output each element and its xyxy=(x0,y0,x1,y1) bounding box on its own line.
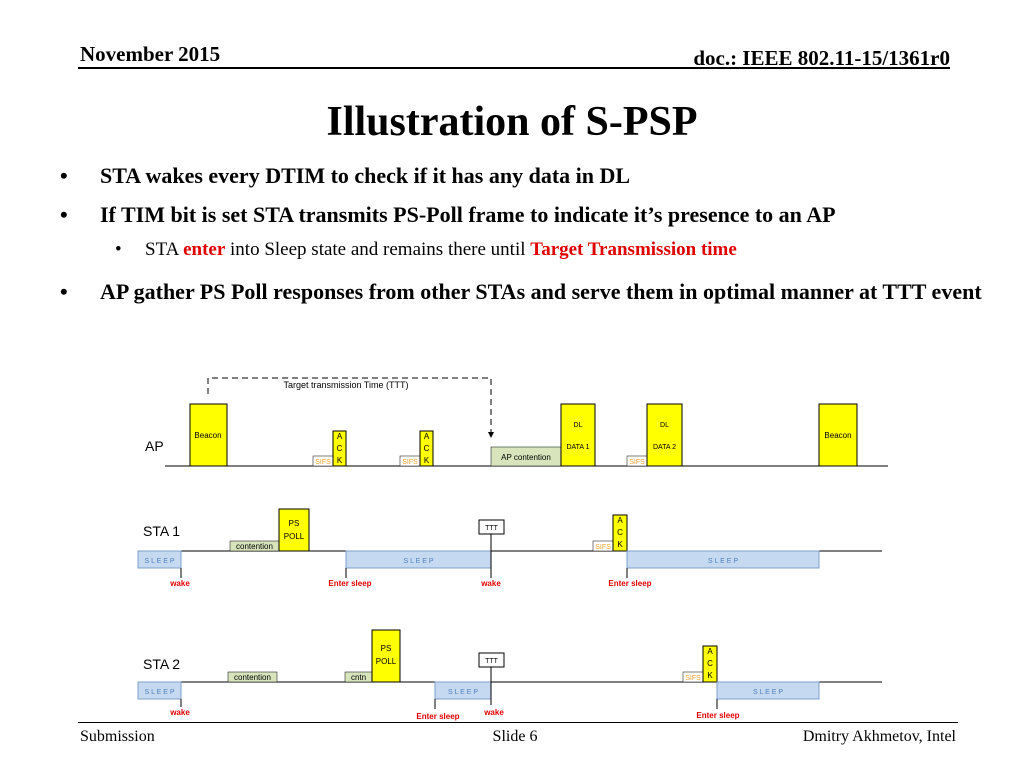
bullet-dot: • xyxy=(60,202,68,227)
sleep-label: S L E E P xyxy=(448,689,478,696)
ps-poll-label-poll: POLL xyxy=(376,657,397,666)
bullet-dot: • xyxy=(60,163,68,188)
sub-bullet-enter: enter xyxy=(183,239,226,260)
ap-row-label: AP xyxy=(145,438,164,454)
sub-bullet-pre: STA xyxy=(145,239,184,260)
contention-label: contention xyxy=(236,542,273,551)
bullet-dot: • xyxy=(60,279,68,304)
ack-a: A xyxy=(424,432,430,441)
bullet-3-text: AP gather PS Poll responses from other S… xyxy=(100,279,982,304)
footer-divider xyxy=(78,722,958,723)
ap-dl-data-2 xyxy=(646,403,683,467)
header-doc-id: doc.: IEEE 802.11-15/1361r0 xyxy=(693,46,950,70)
sleep-label: S L E E P xyxy=(403,558,433,565)
sifs-label: SIFS xyxy=(629,459,645,466)
ttt-arrowhead xyxy=(488,432,494,438)
sta2-row-label: STA 2 xyxy=(143,656,180,672)
sifs-label: SIFS xyxy=(315,459,331,466)
cntn-label: cntn xyxy=(351,673,366,682)
ttt-caption: Target transmission Time (TTT) xyxy=(283,380,408,390)
sta2-sleep-3 xyxy=(716,681,820,700)
sleep-label: S L E E P xyxy=(708,558,738,565)
ps-poll-label-ps: PS xyxy=(381,644,392,653)
contention-label: contention xyxy=(234,673,271,682)
sub-bullet-mid: into Sleep state and remains there until xyxy=(225,239,531,260)
sifs-label: SIFS xyxy=(595,544,611,551)
data2-label: DATA 2 xyxy=(653,444,676,451)
sub-bullet-text: STA enter into Sleep state and remains t… xyxy=(145,239,737,261)
ap-dl-data-1 xyxy=(560,403,596,467)
beacon-label: Beacon xyxy=(824,431,851,440)
ap-contention-label: AP contention xyxy=(501,453,551,462)
sifs-label: SIFS xyxy=(685,675,701,682)
sta1-ps-poll xyxy=(278,508,310,552)
wake-label: wake xyxy=(169,708,190,717)
sta1-sleep-1 xyxy=(137,550,182,569)
beacon-label: Beacon xyxy=(194,431,221,440)
sifs-label: SIFS xyxy=(402,459,418,466)
ack-a: A xyxy=(337,432,343,441)
ap-ack-2 xyxy=(419,430,434,467)
ttt-marker-label: TTT xyxy=(485,658,499,665)
dl-label: DL xyxy=(660,422,669,429)
sleep-label: S L E E P xyxy=(144,689,174,696)
ack-c: C xyxy=(337,444,343,453)
wake-label: wake xyxy=(480,579,501,588)
sleep-label: S L E E P xyxy=(753,689,783,696)
sta1-row-label: STA 1 xyxy=(143,523,180,539)
ack-a: A xyxy=(707,647,713,656)
ack-c: C xyxy=(424,444,430,453)
ack-k: K xyxy=(617,540,623,549)
sta1-ack xyxy=(612,514,628,552)
ack-c: C xyxy=(707,659,713,668)
enter-sleep-label: Enter sleep xyxy=(328,579,371,588)
ps-poll-label-poll: POLL xyxy=(284,532,305,541)
sleep-label: S L E E P xyxy=(144,558,174,565)
ttt-marker-label: TTT xyxy=(485,525,499,532)
footer-submission: Submission xyxy=(80,728,155,745)
ack-k: K xyxy=(707,671,713,680)
ack-k: K xyxy=(337,456,343,465)
wake-label: wake xyxy=(169,579,190,588)
ttt-bracket xyxy=(207,377,492,432)
sta2-sleep-1 xyxy=(137,681,182,700)
sub-bullet-dot: • xyxy=(115,239,122,260)
footer-slide-number: Slide 6 xyxy=(492,728,538,745)
ack-c: C xyxy=(617,528,623,537)
sta1-sleep-3 xyxy=(626,550,820,569)
header-date: November 2015 xyxy=(80,42,221,66)
ap-ack-1 xyxy=(332,430,347,467)
dl-label: DL xyxy=(574,422,583,429)
sta2-ack xyxy=(702,645,718,683)
ap-beacon-2 xyxy=(818,403,858,467)
ack-k: K xyxy=(424,456,430,465)
ap-beacon-1 xyxy=(189,403,228,467)
ack-a: A xyxy=(617,516,623,525)
slide-title: Illustration of S-PSP xyxy=(326,99,698,145)
bullet-1-text: STA wakes every DTIM to check if it has … xyxy=(100,163,631,188)
footer-author: Dmitry Akhmetov, Intel xyxy=(802,728,956,745)
bullet-2-text: If TIM bit is set STA transmits PS-Poll … xyxy=(100,202,836,227)
sta2-ps-poll xyxy=(371,629,401,683)
enter-sleep-label: Enter sleep xyxy=(608,579,651,588)
enter-sleep-label: Enter sleep xyxy=(416,712,459,721)
data1-label: DATA 1 xyxy=(566,444,589,451)
sub-bullet-ttt: Target Transmission time xyxy=(530,239,737,260)
header-divider xyxy=(78,67,950,69)
enter-sleep-label: Enter sleep xyxy=(696,711,739,720)
wake-label: wake xyxy=(483,708,504,717)
sta2-contention xyxy=(227,671,278,683)
ps-poll-label-ps: PS xyxy=(289,519,300,528)
